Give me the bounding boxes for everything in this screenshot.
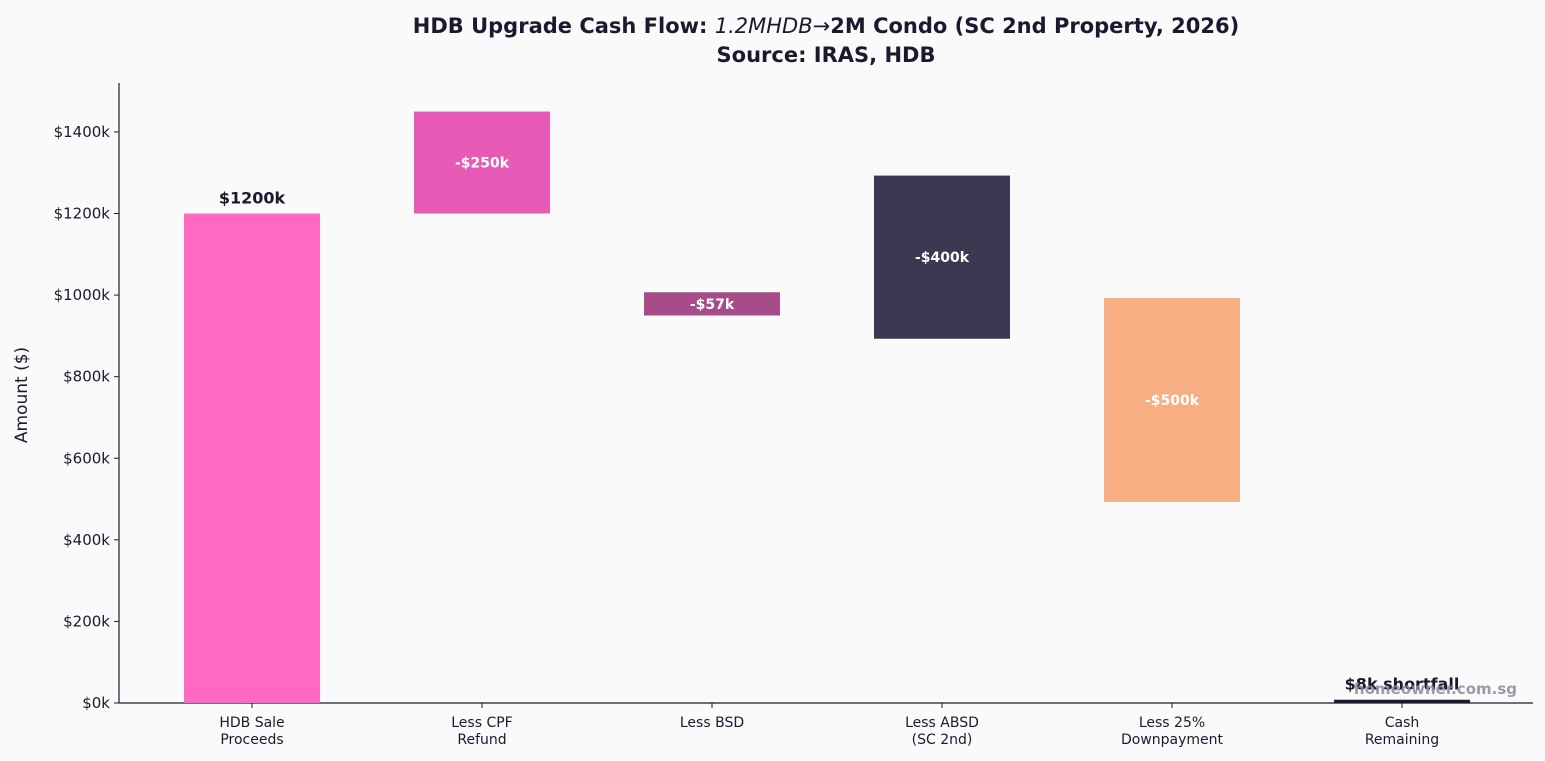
bar-labels: $1200k -$250k -$57k -$400k -$500k $8k shortfa… bbox=[219, 156, 1459, 694]
chart-subtitle: Source: IRAS, HDB bbox=[717, 43, 936, 67]
x-tick-label-line: Downpayment bbox=[1121, 732, 1224, 748]
bar-value-label: $1200k bbox=[219, 189, 286, 208]
x-tick-label: Less ABSD (SC 2nd) bbox=[905, 715, 979, 748]
x-tick-label-line: Proceeds bbox=[220, 732, 283, 748]
x-tick-label-line: (SC 2nd) bbox=[912, 732, 973, 748]
y-tick-label: $400k bbox=[63, 531, 110, 549]
x-tick-label-line: Less CPF bbox=[451, 715, 512, 731]
chart-title-line1: HDB Upgrade Cash Flow: 1.2MHDB→2M Condo … bbox=[413, 14, 1239, 38]
y-tick-label: $1200k bbox=[54, 205, 111, 223]
title-part1: HDB Upgrade Cash Flow: bbox=[413, 14, 715, 38]
y-tick-label: $0k bbox=[82, 694, 110, 712]
bar bbox=[184, 213, 320, 704]
bars bbox=[184, 111, 1470, 704]
x-tick-label-line: Less BSD bbox=[680, 715, 744, 731]
y-axis-label: Amount ($) bbox=[12, 347, 32, 443]
y-tick-label: $200k bbox=[63, 612, 110, 630]
x-tick-label-line: Cash bbox=[1385, 715, 1420, 731]
bar bbox=[644, 292, 780, 316]
y-tick-label: $600k bbox=[63, 449, 110, 467]
x-tick-label: HDB Sale Proceeds bbox=[219, 715, 284, 748]
y-tick-label: $1000k bbox=[54, 286, 111, 304]
x-tick-label: Less CPF Refund bbox=[451, 715, 512, 748]
title-part2: 1.2MHDB bbox=[715, 14, 813, 38]
bar-value-label: -$250k bbox=[455, 156, 510, 172]
bar bbox=[414, 111, 550, 214]
x-tick-label: Less 25% Downpayment bbox=[1121, 715, 1224, 748]
bar-value-label: -$400k bbox=[915, 250, 970, 266]
bar bbox=[1334, 699, 1470, 703]
bar-value-label: $8k shortfall bbox=[1345, 675, 1460, 694]
title-arrow: → bbox=[813, 14, 831, 38]
y-tick-label: $1400k bbox=[54, 123, 111, 141]
bar bbox=[874, 175, 1010, 339]
x-tick-label: Less BSD bbox=[680, 715, 744, 731]
y-tick-label: $800k bbox=[63, 368, 110, 386]
x-tick-label: Cash Remaining bbox=[1365, 715, 1439, 748]
watermark: homeowner.com.sg bbox=[1354, 680, 1517, 698]
bar bbox=[1104, 297, 1240, 502]
bar-value-label: -$500k bbox=[1145, 393, 1200, 409]
x-tick-label-line: Less 25% bbox=[1139, 715, 1205, 731]
axes: $0k $200k $400k $600k $800k $1000k $1200k $1400… bbox=[54, 83, 1533, 748]
x-tick-label-line: Remaining bbox=[1365, 732, 1439, 748]
x-tick-label-line: HDB Sale bbox=[219, 715, 284, 731]
bar-value-label: -$57k bbox=[690, 297, 735, 313]
x-tick-label-line: Less ABSD bbox=[905, 715, 979, 731]
x-tick-label-line: Refund bbox=[457, 732, 506, 748]
title-part3: 2M Condo (SC 2nd Property, 2026) bbox=[830, 14, 1239, 38]
chart-title: HDB Upgrade Cash Flow: 1.2MHDB→2M Condo … bbox=[413, 14, 1239, 67]
